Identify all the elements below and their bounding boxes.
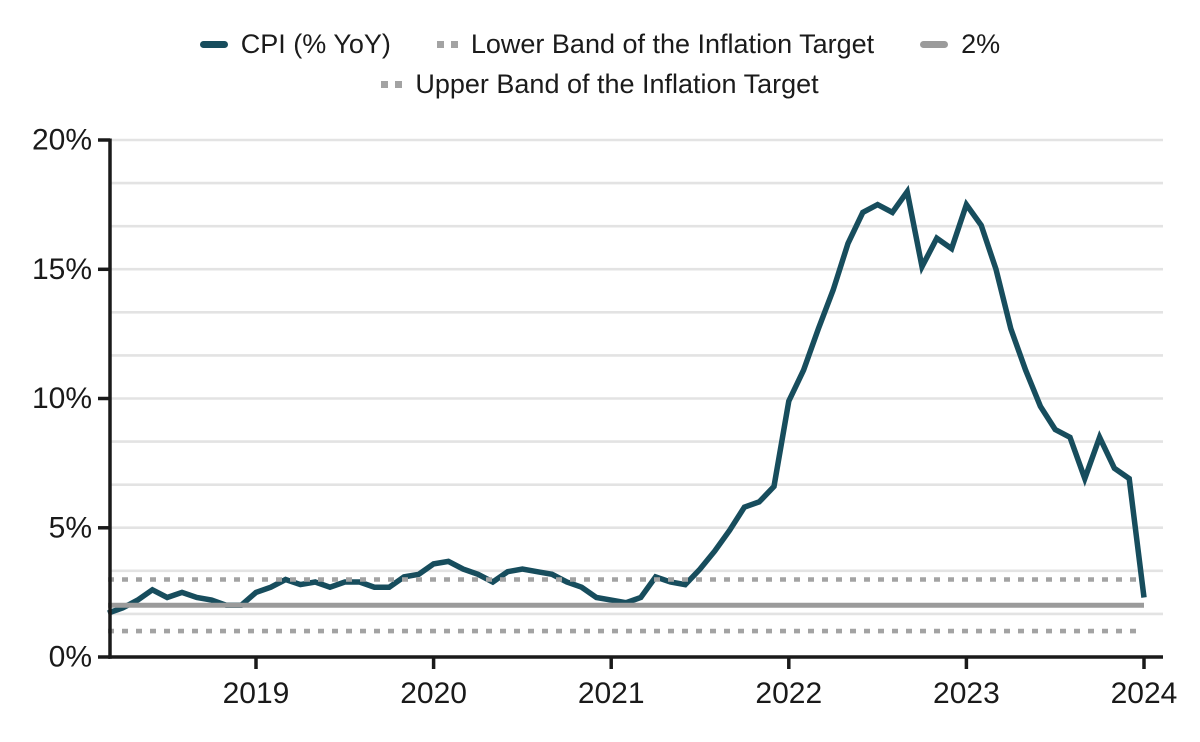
y-tick-label: 15% xyxy=(32,253,92,286)
legend-item-lower-band: Lower Band of the Inflation Target xyxy=(436,29,875,60)
y-tick-label: 5% xyxy=(49,511,92,544)
x-tick-label: 2024 xyxy=(1111,677,1178,710)
legend-label-cpi: CPI (% YoY) xyxy=(240,29,391,59)
x-tick-label: 2019 xyxy=(223,677,290,710)
legend-label-lower-band: Lower Band of the Inflation Target xyxy=(470,29,875,59)
y-tick-label: 20% xyxy=(32,124,92,157)
legend: CPI (% YoY) Lower Band of the Inflation … xyxy=(0,29,1200,100)
x-tick-label: 2022 xyxy=(755,677,822,710)
legend-row-2: Upper Band of the Inflation Target xyxy=(381,68,819,100)
legend-item-upper-band: Upper Band of the Inflation Target xyxy=(381,68,819,100)
x-tick-label: 2020 xyxy=(400,677,467,710)
y-tick-label: 0% xyxy=(49,641,92,674)
upper-band-swatch xyxy=(381,81,403,89)
cpi-line-swatch xyxy=(199,41,228,49)
lower-band-swatch xyxy=(436,41,458,49)
legend-label-upper-band: Upper Band of the Inflation Target xyxy=(415,68,819,99)
legend-item-cpi: CPI (% YoY) xyxy=(199,29,391,60)
x-tick-label: 2021 xyxy=(578,677,645,710)
target-line-swatch xyxy=(920,41,949,49)
legend-item-target: 2% xyxy=(920,29,1001,60)
y-tick-label: 10% xyxy=(32,382,92,415)
legend-label-target: 2% xyxy=(961,29,1001,59)
cpi-line xyxy=(107,184,1147,616)
x-tick-label: 2023 xyxy=(933,677,1000,710)
legend-row-1: CPI (% YoY) Lower Band of the Inflation … xyxy=(199,29,1001,60)
